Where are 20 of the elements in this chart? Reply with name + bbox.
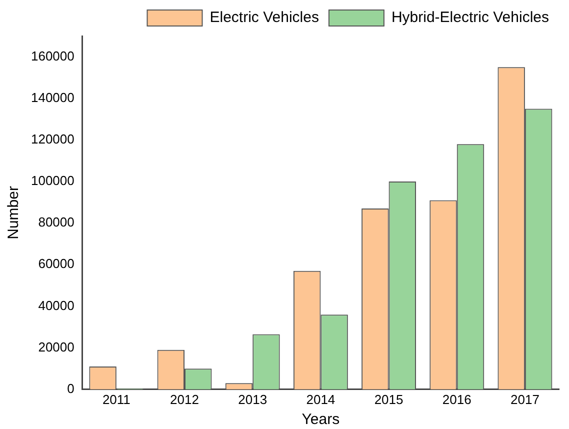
y-tick-label: 40000 — [38, 298, 74, 313]
y-tick-label: 100000 — [30, 173, 74, 188]
y-tick-label: 160000 — [30, 48, 74, 64]
y-axis-title: Number — [5, 186, 22, 240]
legend-label: Hybrid-Electric Vehicles — [391, 9, 550, 26]
x-tick-label: 2012 — [170, 392, 199, 407]
x-tick-label: 2017 — [510, 392, 540, 407]
y-tick-label: 120000 — [30, 132, 74, 147]
y-tick-label: 140000 — [30, 90, 74, 105]
y-tick-label: 80000 — [38, 214, 74, 230]
legend-label: Electric Vehicles — [210, 9, 319, 26]
x-tick-label: 2011 — [102, 392, 130, 407]
y-tick-label: 0 — [67, 380, 74, 396]
x-tick-label: 2015 — [374, 392, 404, 407]
x-tick-label: 2013 — [238, 392, 268, 407]
y-tick-label: 60000 — [38, 256, 74, 272]
x-axis-title: Years — [302, 411, 340, 428]
x-tick-label: 2016 — [442, 392, 472, 407]
y-tick-label: 20000 — [38, 339, 74, 354]
x-tick-label: 2014 — [306, 392, 336, 407]
